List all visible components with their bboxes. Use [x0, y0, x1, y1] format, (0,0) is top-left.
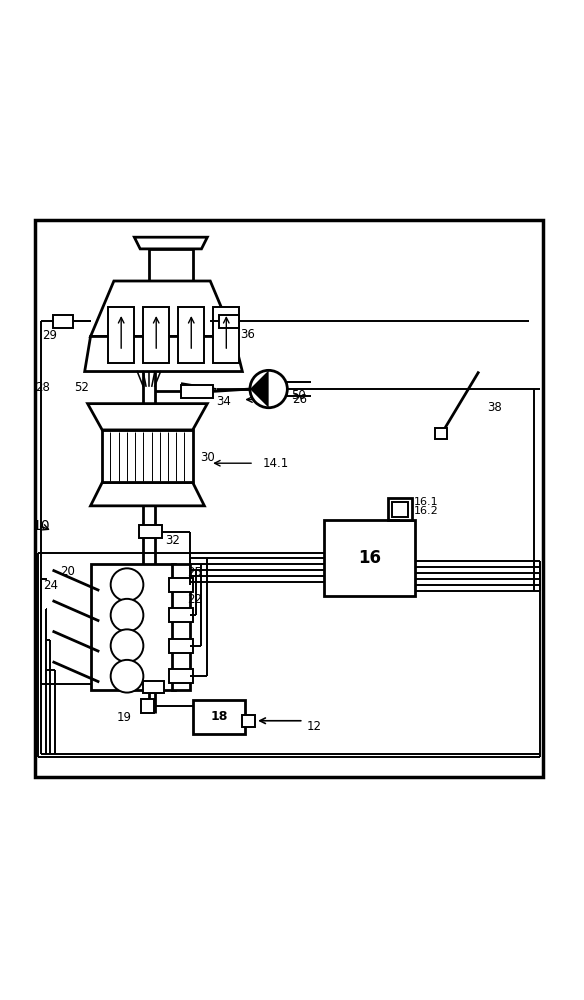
Bar [143, 681, 164, 693]
Polygon shape [91, 281, 234, 336]
Bar [181, 385, 213, 398]
Bar [178, 307, 204, 363]
Bar [102, 430, 193, 482]
Text: 20: 20 [60, 565, 75, 578]
Circle shape [110, 660, 143, 693]
Bar [35, 220, 543, 777]
Circle shape [250, 370, 287, 408]
Bar [169, 639, 193, 653]
Text: 34: 34 [216, 395, 231, 408]
Bar [169, 608, 193, 622]
Bar [139, 525, 162, 538]
Text: 19: 19 [116, 711, 131, 724]
Bar [242, 715, 255, 727]
Text: 26: 26 [292, 393, 307, 406]
Text: 30: 30 [200, 451, 214, 464]
Bar [213, 307, 239, 363]
Text: 50: 50 [291, 389, 305, 402]
Circle shape [110, 568, 143, 601]
Text: 10: 10 [33, 519, 50, 533]
Bar [169, 578, 193, 592]
Bar [388, 498, 412, 520]
Polygon shape [85, 336, 242, 372]
Polygon shape [250, 370, 269, 408]
Polygon shape [88, 404, 207, 430]
Text: 36: 36 [241, 328, 255, 341]
Text: 52: 52 [75, 381, 89, 394]
Text: 38: 38 [488, 401, 502, 414]
Text: 16.2: 16.2 [413, 506, 438, 516]
Circle shape [110, 629, 143, 662]
Bar [392, 502, 408, 517]
Bar [143, 307, 169, 363]
Text: 18: 18 [210, 710, 228, 723]
Text: 12: 12 [307, 720, 322, 733]
Bar [141, 699, 154, 713]
Bar [219, 315, 239, 328]
Polygon shape [91, 482, 204, 506]
Bar [149, 249, 193, 281]
Bar [324, 520, 415, 596]
Text: 32: 32 [165, 534, 180, 547]
Bar [435, 428, 447, 439]
Text: 24: 24 [43, 579, 58, 592]
Bar [108, 307, 134, 363]
Bar [53, 315, 73, 328]
Text: 16: 16 [358, 549, 381, 567]
Polygon shape [134, 237, 207, 249]
Text: 28: 28 [35, 381, 50, 394]
Bar [91, 564, 175, 690]
Bar [169, 669, 193, 683]
Text: 16.1: 16.1 [413, 497, 438, 507]
Circle shape [110, 599, 143, 632]
Text: 25: 25 [187, 566, 201, 580]
Text: 14.1: 14.1 [263, 457, 289, 470]
Bar [193, 700, 245, 734]
Text: 22: 22 [187, 593, 202, 606]
Bar [172, 564, 190, 690]
Text: 29: 29 [42, 329, 57, 342]
